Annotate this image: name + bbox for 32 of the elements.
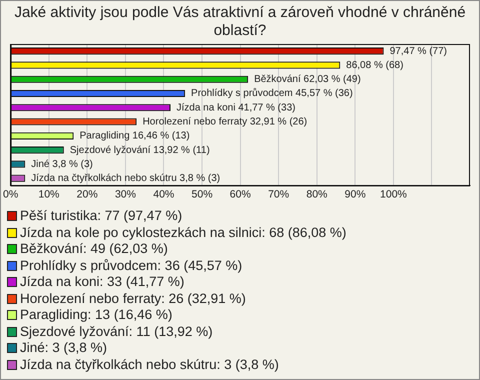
x-tick-label: 60% xyxy=(230,188,251,201)
x-tick-label: 30% xyxy=(114,188,136,201)
data-label: Paragliding 16,46 % (13) xyxy=(80,130,190,142)
legend-label: Jízda na koni: 33 (41,77 %) xyxy=(20,274,184,290)
data-label: 86,08 % (68) xyxy=(346,60,404,71)
x-tick-label: 20% xyxy=(76,188,98,201)
x-tick-label: 90% xyxy=(344,188,366,201)
data-label: Sjezdové lyžování 13,92 % (11) xyxy=(70,144,210,156)
data-label: Prohlídky s průvodcem 45,57 % (36) xyxy=(191,87,353,100)
legend-label: Prohlídky s průvodcem: 36 (45,57 %) xyxy=(20,258,242,274)
legend-label: Horolezení nebo ferraty: 26 (32,91 %) xyxy=(20,290,246,307)
legend-label: Jiné: 3 (3,8 %) xyxy=(20,340,108,356)
data-label: Horolezení nebo ferraty 32,91 % (26) xyxy=(142,116,308,128)
data-label: Jiné 3,8 % (3) xyxy=(31,158,93,170)
legend-label: Sjezdové lyžování: 11 (13,92 %) xyxy=(20,324,213,340)
x-tick-label: 0% xyxy=(2,188,18,201)
data-label: Jízda na koni 41,77 % (33) xyxy=(176,102,296,114)
x-tick-label: 80% xyxy=(306,188,328,201)
legend-label: Jízda na čtyřkolkách nebo skútru: 3 (3,8 %) xyxy=(20,356,279,373)
legend-label: Běžkování: 49 (62,03 %) xyxy=(20,241,168,258)
x-tick-label: 50% xyxy=(192,188,213,201)
x-tick-label: 10% xyxy=(38,188,60,201)
x-tick-label: 100% xyxy=(380,188,407,201)
x-tick-label: 40% xyxy=(153,188,174,201)
data-label: Jízda na čtyřkolkách nebo skútru 3,8 % (3) xyxy=(31,173,220,184)
data-label: Běžkování 62,03 % (49) xyxy=(254,74,361,86)
data-label: 97,47 % (77) xyxy=(390,46,448,57)
legend-label: Paragliding: 13 (16,46 %) xyxy=(20,307,172,324)
x-tick-label: 70% xyxy=(268,188,290,201)
chart-title: Jaké aktivity jsou podle Vás atraktivní a zároveň vhodné v chráněné oblastí? xyxy=(13,4,467,40)
legend-label: Jízda na kole po cyklostezkách na silnici: 68 (86,08 %) xyxy=(20,224,346,241)
legend-label: Pěší turistika: 77 (97,47 %) xyxy=(20,208,182,224)
